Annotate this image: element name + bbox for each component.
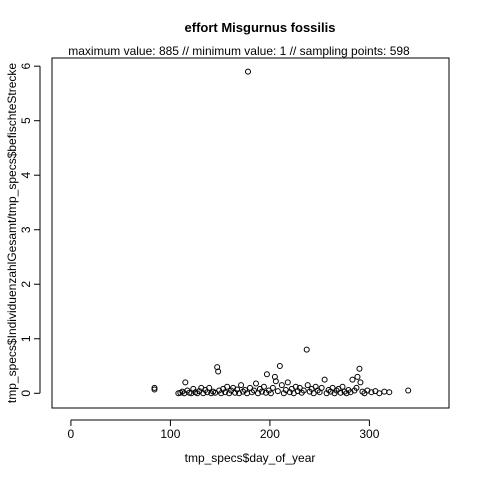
- y-tick-label: 1: [19, 335, 33, 342]
- point: [258, 388, 265, 395]
- point: [222, 389, 229, 396]
- point: [354, 373, 361, 380]
- point: [252, 380, 259, 387]
- y-axis-label: tmp_specs$IndividuenzahlGesamt/tmp_specs…: [5, 63, 19, 404]
- y-tick-label: 3: [19, 226, 33, 233]
- point: [300, 387, 307, 394]
- point: [381, 388, 388, 395]
- point: [274, 388, 281, 395]
- point: [151, 386, 158, 393]
- point: [250, 387, 257, 394]
- point: [278, 382, 285, 389]
- point: [356, 365, 363, 372]
- point: [303, 346, 310, 353]
- point: [304, 382, 311, 389]
- y-tick-label: 6: [19, 63, 33, 70]
- point: [353, 384, 360, 391]
- point: [272, 378, 279, 385]
- point: [357, 379, 364, 386]
- point: [329, 384, 336, 391]
- point: [349, 376, 356, 383]
- point: [267, 390, 274, 397]
- point: [284, 379, 291, 386]
- point: [206, 384, 213, 391]
- point: [296, 384, 303, 391]
- x-tick-label: 300: [359, 427, 379, 441]
- point: [276, 363, 283, 370]
- point: [339, 383, 346, 390]
- point: [260, 383, 267, 390]
- point: [321, 376, 328, 383]
- point: [368, 389, 375, 396]
- x-axis-label: tmp_specs$day_of_year: [185, 451, 316, 465]
- y-tick-label: 2: [19, 281, 33, 288]
- chart-subtitle: maximum value: 885 // minimum value: 1 /…: [68, 44, 410, 58]
- x-tick-label: 0: [68, 427, 75, 441]
- point: [224, 383, 231, 390]
- point: [238, 382, 245, 389]
- point: [215, 368, 222, 375]
- y-tick-label: 0: [19, 390, 33, 397]
- y-tick-label: 5: [19, 117, 33, 124]
- point: [376, 390, 383, 397]
- point: [269, 384, 276, 391]
- y-tick-label: 4: [19, 172, 33, 179]
- x-tick-label: 100: [160, 427, 180, 441]
- point: [405, 387, 412, 394]
- point: [182, 379, 189, 386]
- x-tick-label: 200: [260, 427, 280, 441]
- point: [318, 384, 325, 391]
- point: [245, 68, 252, 75]
- point: [263, 371, 270, 378]
- plot-frame: [51, 57, 450, 409]
- point: [337, 389, 344, 396]
- chart-title: effort Misgurnus fossilis: [185, 20, 336, 35]
- point: [386, 389, 393, 396]
- point: [310, 390, 317, 397]
